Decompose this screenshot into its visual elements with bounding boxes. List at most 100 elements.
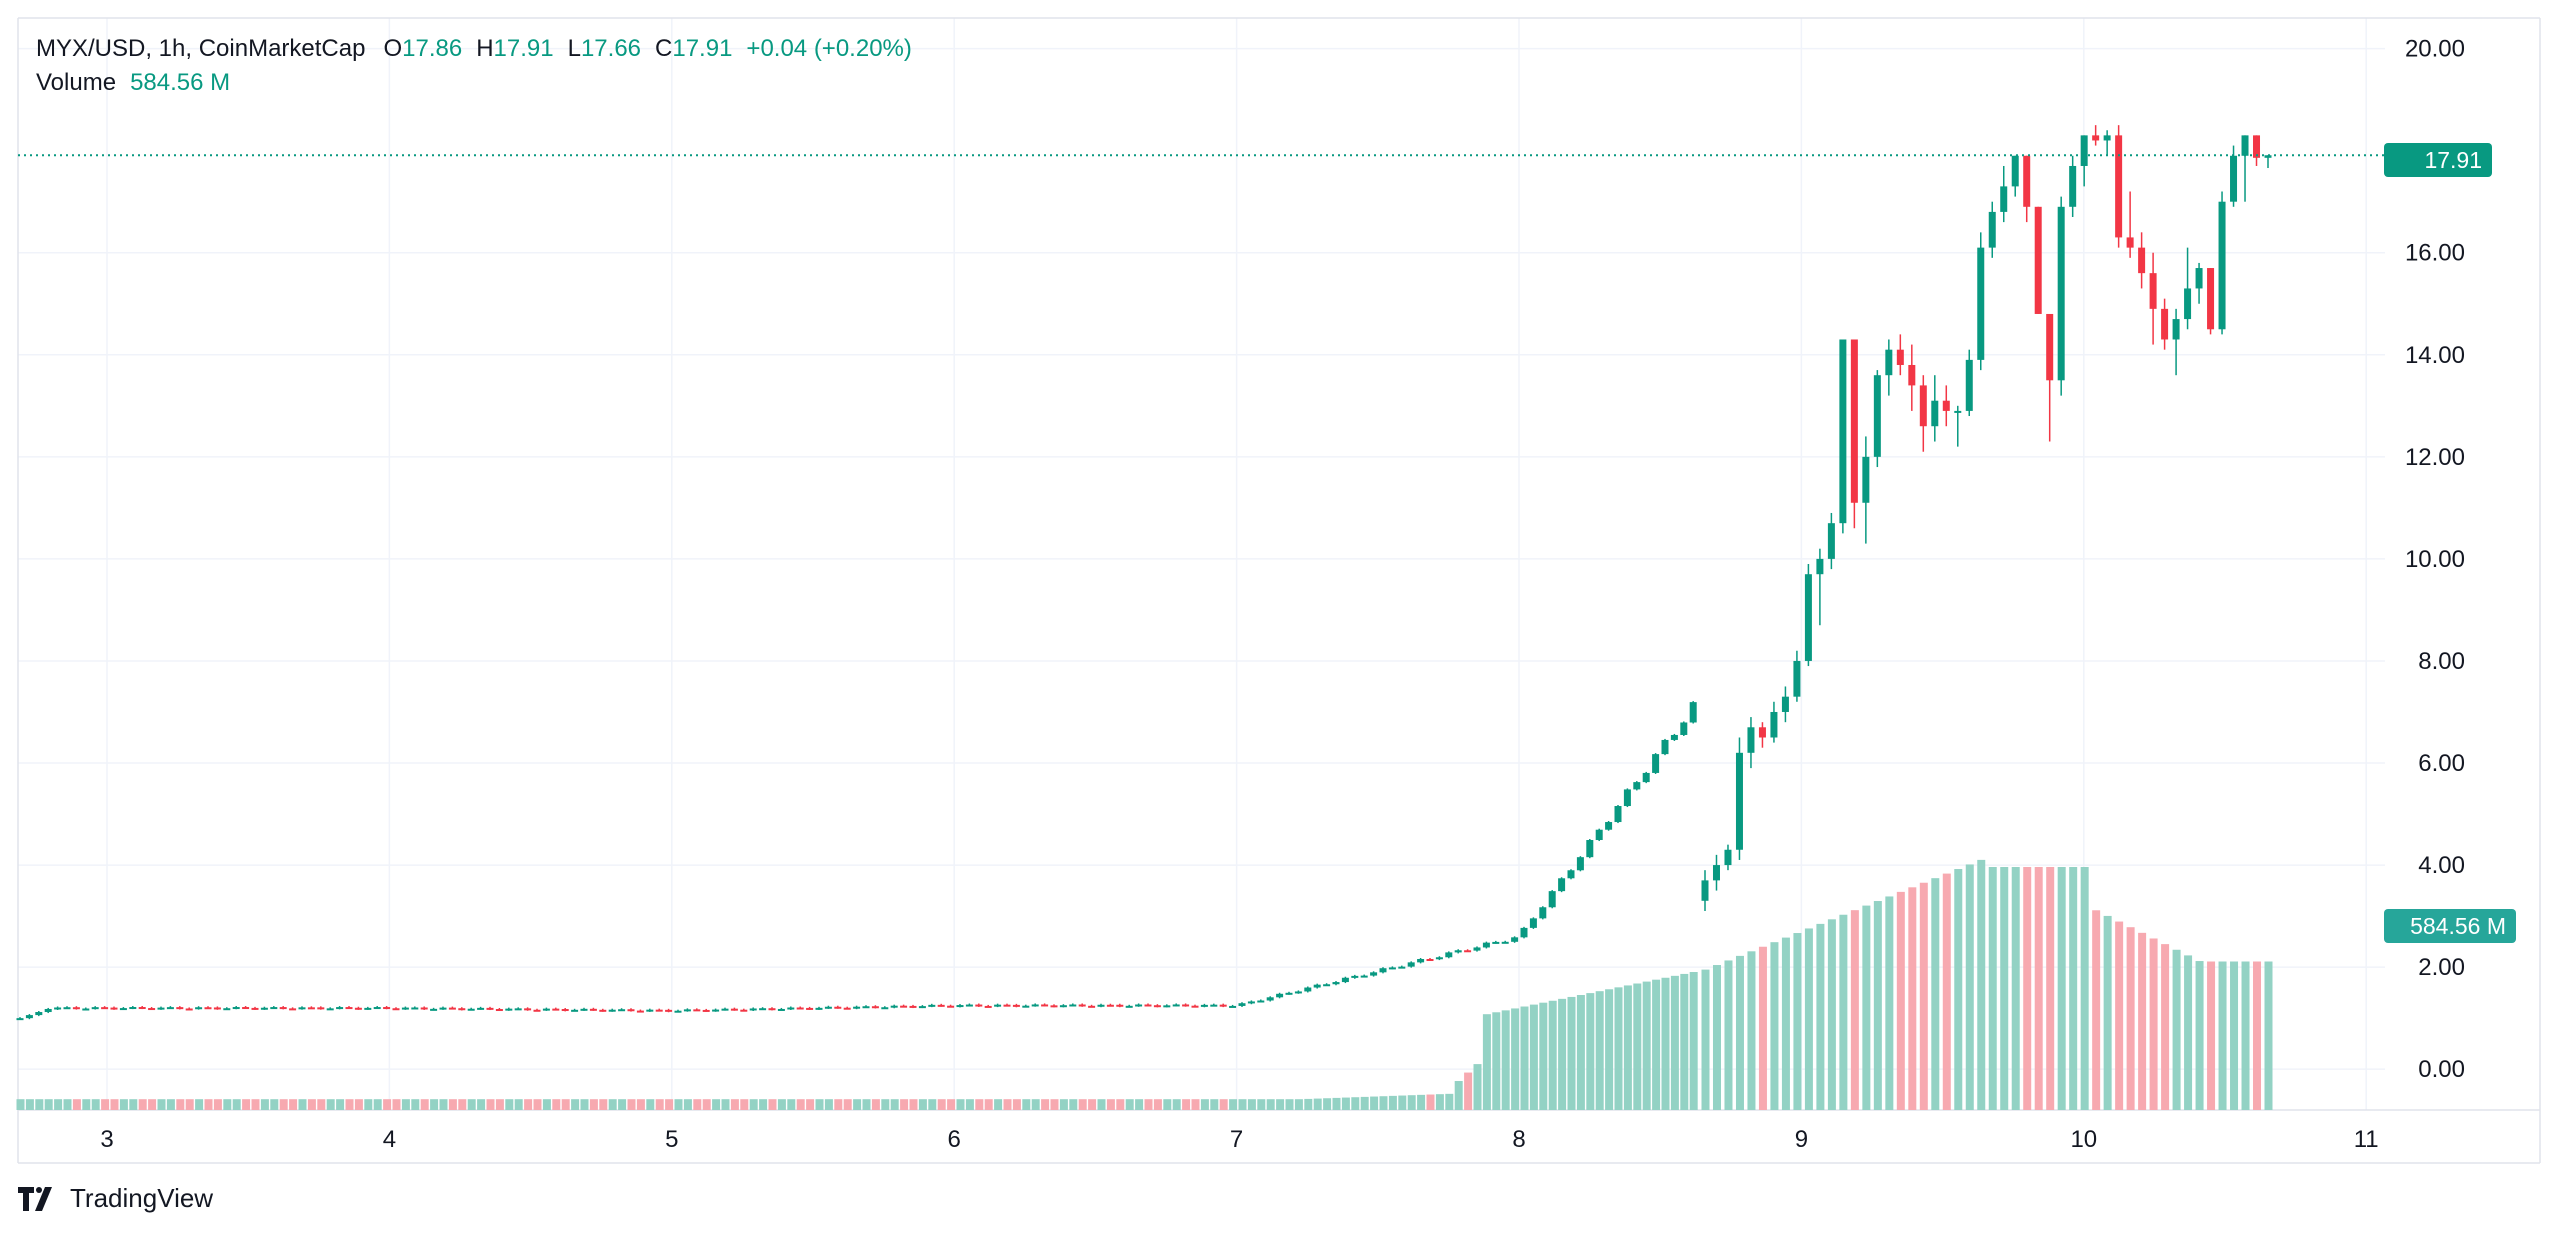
candle-body [1088,1005,1096,1008]
candle-body [1758,727,1766,738]
candle-body [909,1005,917,1008]
tradingview-logo-icon [18,1186,60,1211]
low-key: L [567,35,581,62]
candle-body [627,1009,635,1012]
candle-body [2069,165,2077,207]
candle-body [54,1007,62,1010]
volume-bar [270,1099,279,1110]
candle-body [486,1007,494,1010]
high-key: H [476,35,494,62]
candle-body [477,1007,485,1010]
candle-body [589,1008,597,1011]
candle-body [2092,135,2100,141]
candle-body [1022,1005,1030,1008]
price-tick-label: 20.00 [2405,36,2465,63]
volume-bar [1323,1098,1332,1110]
volume-label[interactable]: Volume [36,69,117,96]
candle-body [1735,752,1743,850]
candle-body [232,1007,240,1010]
volume-bar [242,1099,251,1110]
volume-bar [1661,977,1670,1110]
candle-body [1896,349,1904,365]
candle-body [35,1012,43,1016]
candle-body [1576,857,1584,871]
tradingview-branding[interactable]: TradingView [18,1183,213,1214]
volume-bar [1229,1099,1238,1110]
volume-bar [1351,1097,1360,1110]
volume-bar [636,1099,645,1110]
candle-body [1988,211,1996,248]
volume-bar [1747,951,1756,1110]
symbol-label[interactable]: MYX/USD, 1h, CoinMarketCap [36,35,366,62]
candle-body [2207,268,2215,330]
candle-body [796,1007,804,1010]
volume-bar [1827,919,1836,1110]
volume-bar [674,1099,683,1110]
candle-body [871,1006,879,1009]
candle-body [1862,456,1870,503]
candle-body [636,1010,644,1013]
volume-bar [110,1099,119,1110]
candle-body [1182,1004,1190,1007]
volume-bar [1712,965,1721,1110]
volume-bar [777,1099,786,1110]
volume-bar [843,1099,852,1110]
candle-body [1473,947,1481,951]
volume-bar [1257,1099,1266,1110]
volume-bar [2195,961,2204,1110]
candle-body [1454,950,1462,953]
candle-body [683,1009,691,1012]
candle-body [2264,155,2272,158]
volume-bar [994,1099,1003,1110]
candle-body [693,1009,701,1012]
time-tick-label: 7 [1230,1126,1243,1153]
candle-body [1059,1005,1067,1008]
candle-body [712,1009,720,1012]
candle-body [1069,1004,1077,1007]
candle-body [2149,273,2157,309]
candle-body [1642,772,1650,783]
candle-body [2080,135,2088,166]
volume-bar [853,1099,862,1110]
candle-body [740,1009,748,1012]
volume-bar [1266,1099,1275,1110]
volume-bar [900,1099,909,1110]
candle-body [1482,942,1490,948]
candle-body [1332,982,1340,985]
candle-body [655,1009,663,1012]
candle-body [918,1006,926,1009]
candle-body [91,1007,99,1010]
candle-body [430,1008,438,1011]
candle-body [1266,997,1274,1001]
candle-body [1464,950,1472,953]
volume-bar [1341,1097,1350,1110]
volume-bar [1735,955,1744,1110]
candle-body [1747,727,1755,753]
candle-body [364,1007,372,1010]
volume-bar [1407,1095,1416,1110]
time-tick-label: 6 [948,1126,961,1153]
volume-bar [1135,1099,1144,1110]
volume-bar [796,1099,805,1110]
volume-bar [1770,942,1779,1110]
volume-bar [1050,1099,1059,1110]
candle-body [1781,696,1789,712]
candle-body [514,1008,522,1011]
candle-body [2023,155,2031,207]
candle-body [1793,660,1801,697]
volume-bar [1445,1093,1454,1110]
candle-body [1163,1005,1171,1008]
volume-bar [1942,873,1951,1110]
candle-body [1379,968,1387,973]
candle-body [336,1007,344,1010]
candle-body [2161,308,2169,340]
candle-body [138,1007,146,1010]
volume-bar [2218,961,2227,1110]
last-price-tag: 17.91 [2384,143,2492,177]
volume-bar [1097,1099,1106,1110]
candle-body [768,1008,776,1011]
candle-body [25,1015,33,1019]
candle-body [2138,247,2146,274]
volume-bar [1793,933,1802,1110]
